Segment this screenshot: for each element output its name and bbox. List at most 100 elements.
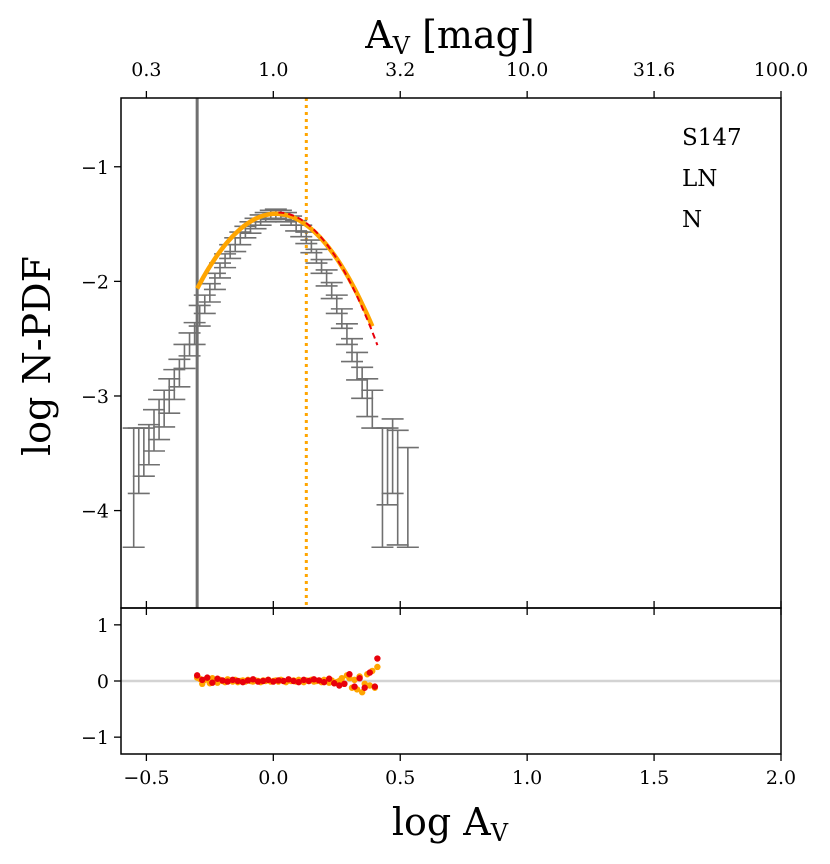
residual-point (295, 678, 302, 686)
top-axis-title: AV [mag] (364, 13, 535, 60)
annotation-n: N (682, 207, 702, 233)
top-tick-label: 3.2 (385, 59, 415, 81)
residual-point (346, 671, 353, 678)
residual-point (275, 677, 282, 684)
errorbar-series (122, 208, 419, 549)
residual-point (209, 679, 216, 686)
errorbar-point (143, 408, 165, 452)
errorbar-point (341, 337, 363, 363)
residual-y-tick-label: 1 (97, 615, 109, 637)
residual-y-ticks: 1 0 −1 (81, 615, 121, 749)
ln-fit-curve (195, 211, 375, 328)
main-y-tick-label: −3 (81, 386, 109, 408)
residual-point (374, 655, 381, 662)
errorbar-point (163, 368, 186, 401)
main-y-ticks: −1 −2 −3 −4 (81, 157, 121, 523)
residual-point (336, 682, 343, 689)
errorbar-point (346, 351, 369, 381)
residual-point (315, 677, 323, 684)
residual-point (280, 677, 287, 685)
errorbar-point (396, 446, 419, 549)
main-y-tick-label: −4 (81, 501, 109, 523)
residual-point (374, 663, 381, 671)
residual-point (193, 672, 201, 679)
residual-point (351, 683, 358, 690)
n-fit-curve (278, 211, 379, 346)
bottom-axis-title: log AV (392, 800, 509, 847)
errorbar-point (168, 358, 191, 388)
residual-point (320, 678, 328, 686)
residual-point (310, 676, 318, 683)
errorbar-point (310, 258, 333, 275)
residual-point (366, 682, 373, 689)
bottom-x-tick-label: 2.0 (766, 767, 796, 789)
residual-point (366, 669, 373, 676)
errorbar-point (300, 239, 323, 254)
residual-point (234, 677, 241, 685)
residual-point (325, 675, 333, 682)
bottom-x-tick-label: 0.5 (385, 767, 415, 789)
main-y-tick-label: −2 (81, 271, 109, 293)
residual-point (331, 680, 338, 687)
residual-point (249, 676, 257, 683)
residual-point (254, 678, 262, 685)
annotation-ln: LN (682, 166, 717, 192)
residual-point (305, 677, 313, 685)
top-tick-label: 100.0 (754, 59, 808, 81)
residual-y-tick-label: 0 (97, 671, 109, 693)
errorbar-point (325, 294, 348, 315)
errorbar-point (132, 427, 155, 478)
errorbar-point (376, 427, 399, 506)
top-tick-label: 10.0 (506, 59, 548, 81)
top-tick-label: 31.6 (633, 59, 675, 81)
residual-point (219, 677, 226, 684)
y-axis-title: log N-PDF (15, 256, 59, 456)
errorbar-point (158, 377, 181, 414)
errorbar-point (356, 377, 379, 418)
top-axis-ticks: 0.3 1.0 3.2 10.0 31.6 100.0 (131, 59, 808, 98)
errorbar-point (137, 423, 160, 466)
bottom-x-tick-label: 1.0 (512, 767, 542, 789)
errorbar-point (193, 294, 216, 315)
residual-point (204, 674, 211, 681)
errorbar-point (188, 304, 211, 327)
top-tick-label: 1.0 (258, 59, 288, 81)
residual-y-tick-label: −1 (81, 727, 109, 749)
residual-point (229, 676, 236, 684)
residual-point (290, 677, 297, 685)
bottom-x-tick-label: 1.5 (639, 767, 669, 789)
residual-point (270, 678, 277, 685)
top-tick-label: 0.3 (131, 59, 161, 81)
bottom-x-ticks: −0.5 0.0 0.5 1.0 1.5 2.0 (123, 608, 796, 789)
errorbar-point (305, 248, 328, 264)
fit-curves (195, 211, 379, 346)
residual-point (224, 678, 231, 685)
errorbar-point (381, 418, 404, 495)
residual-point (259, 677, 267, 685)
residual-points (193, 655, 381, 696)
bottom-x-tick-label: 0.0 (258, 767, 288, 789)
errorbar-point (386, 429, 409, 546)
residual-point (285, 676, 292, 683)
residual-point (265, 676, 272, 684)
residual-point (239, 678, 247, 686)
residual-point (356, 674, 363, 682)
residual-point (199, 676, 206, 684)
residual-point (244, 677, 252, 684)
errorbar-point (335, 322, 358, 346)
annotation-region: S147 (682, 125, 742, 151)
bottom-x-tick-label: −0.5 (123, 767, 169, 789)
errorbar-point (351, 366, 374, 400)
errorbar-point (198, 282, 221, 303)
residual-point (351, 676, 358, 684)
main-y-tick-label: −1 (81, 157, 109, 179)
errorbar-point (153, 389, 176, 428)
main-x-ticks (145, 601, 782, 608)
errorbar-point (330, 308, 353, 330)
residual-point (361, 684, 368, 691)
residual-point (341, 680, 348, 688)
residual-point (300, 676, 307, 684)
residual-point (214, 675, 221, 682)
residual-point (371, 683, 379, 690)
